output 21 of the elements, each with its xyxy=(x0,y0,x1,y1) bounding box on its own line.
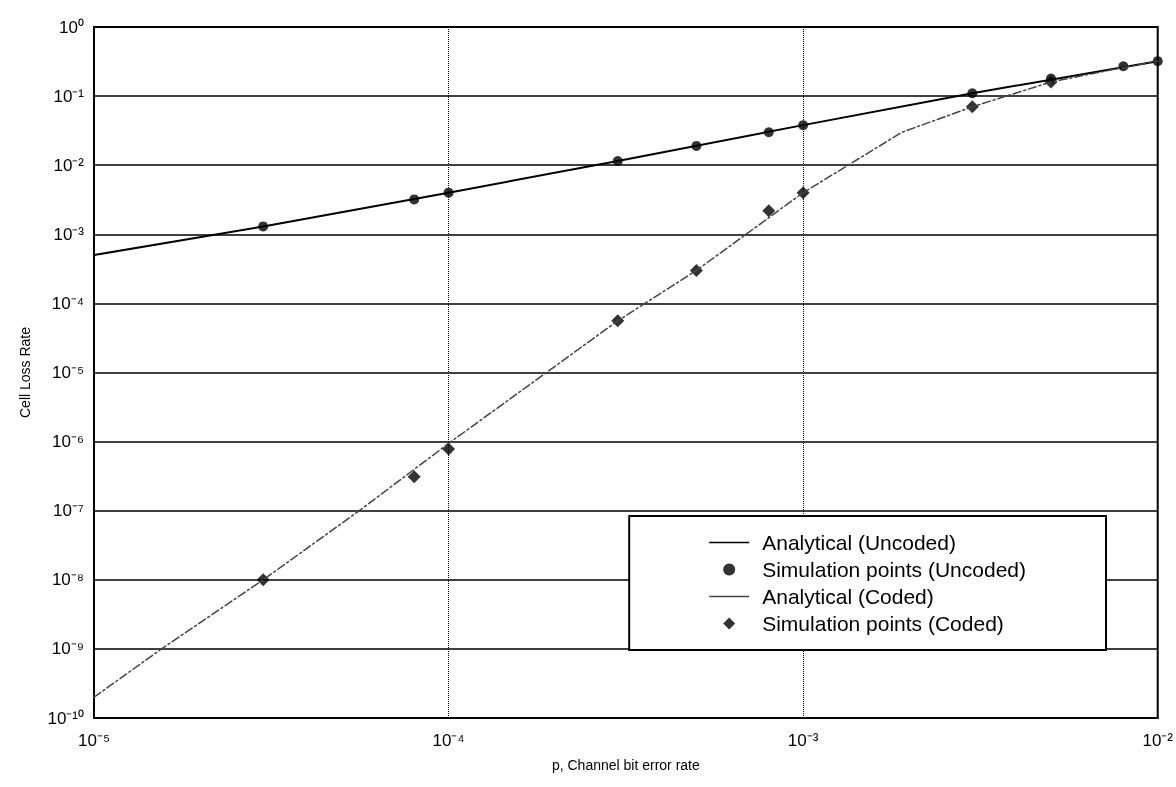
y-tick-label: 10⁰ xyxy=(59,17,84,37)
x-tick-label: 10⁻² xyxy=(1142,731,1174,750)
y-tick-label: 10⁻⁸ xyxy=(51,570,84,590)
legend-label: Analytical (Uncoded) xyxy=(762,531,956,554)
y-tick-label: 10⁻⁷ xyxy=(52,501,84,521)
legend-label: Analytical (Coded) xyxy=(762,585,934,608)
x-tick-label: 10⁻³ xyxy=(787,731,819,750)
y-tick-label: 10⁻³ xyxy=(53,224,85,244)
legend-label: Simulation points (Uncoded) xyxy=(762,558,1027,581)
y-tick-label: 10⁻² xyxy=(53,155,85,175)
y-tick-label: 10⁻⁹ xyxy=(51,639,84,659)
x-axis-title: p, Channel bit error rate xyxy=(551,757,700,773)
y-axis-title: Cell Loss Rate xyxy=(17,326,33,419)
x-tick-label: 10⁻⁵ xyxy=(78,731,110,750)
y-tick-label: 10⁻¹ xyxy=(53,86,85,106)
y-tick-label: 10⁻⁶ xyxy=(52,432,84,452)
y-tick-label: 10⁻⁵ xyxy=(52,363,84,382)
y-tick-label: 10⁻⁴ xyxy=(51,293,84,313)
x-tick-label: 10⁻⁴ xyxy=(432,731,465,750)
y-tick-label: 10⁻¹⁰ xyxy=(47,708,84,728)
legend-label: Simulation points (Coded) xyxy=(762,612,1004,635)
